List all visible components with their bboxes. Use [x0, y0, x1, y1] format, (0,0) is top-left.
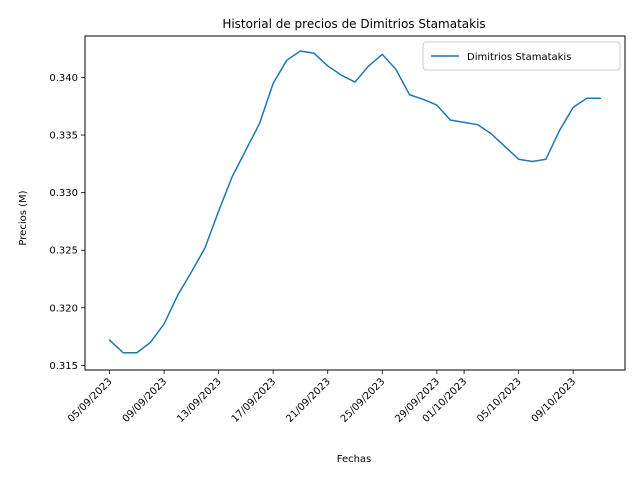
chart-title: Historial de precios de Dimitrios Stamat…: [222, 17, 485, 31]
legend-label: Dimitrios Stamatakis: [467, 52, 571, 63]
y-axis-label: Precios (M): [18, 190, 29, 245]
x-axis-label: Fechas: [337, 454, 372, 465]
y-tick-label: 0.320: [49, 303, 78, 314]
y-tick-label: 0.330: [49, 188, 78, 199]
legend: Dimitrios Stamatakis: [422, 41, 621, 71]
y-tick-label: 0.325: [49, 246, 78, 257]
y-axis-ticks: 0.315 0.320 0.325 0.330 0.335 0.340: [49, 73, 85, 372]
plot-frame: [84, 35, 626, 371]
legend-box: [422, 41, 621, 71]
y-tick-label: 0.340: [49, 73, 78, 84]
series-line-0: [108, 50, 602, 354]
plot-area: [108, 50, 602, 354]
y-tick-label: 0.315: [49, 361, 78, 372]
y-tick-label: 0.335: [49, 131, 78, 142]
